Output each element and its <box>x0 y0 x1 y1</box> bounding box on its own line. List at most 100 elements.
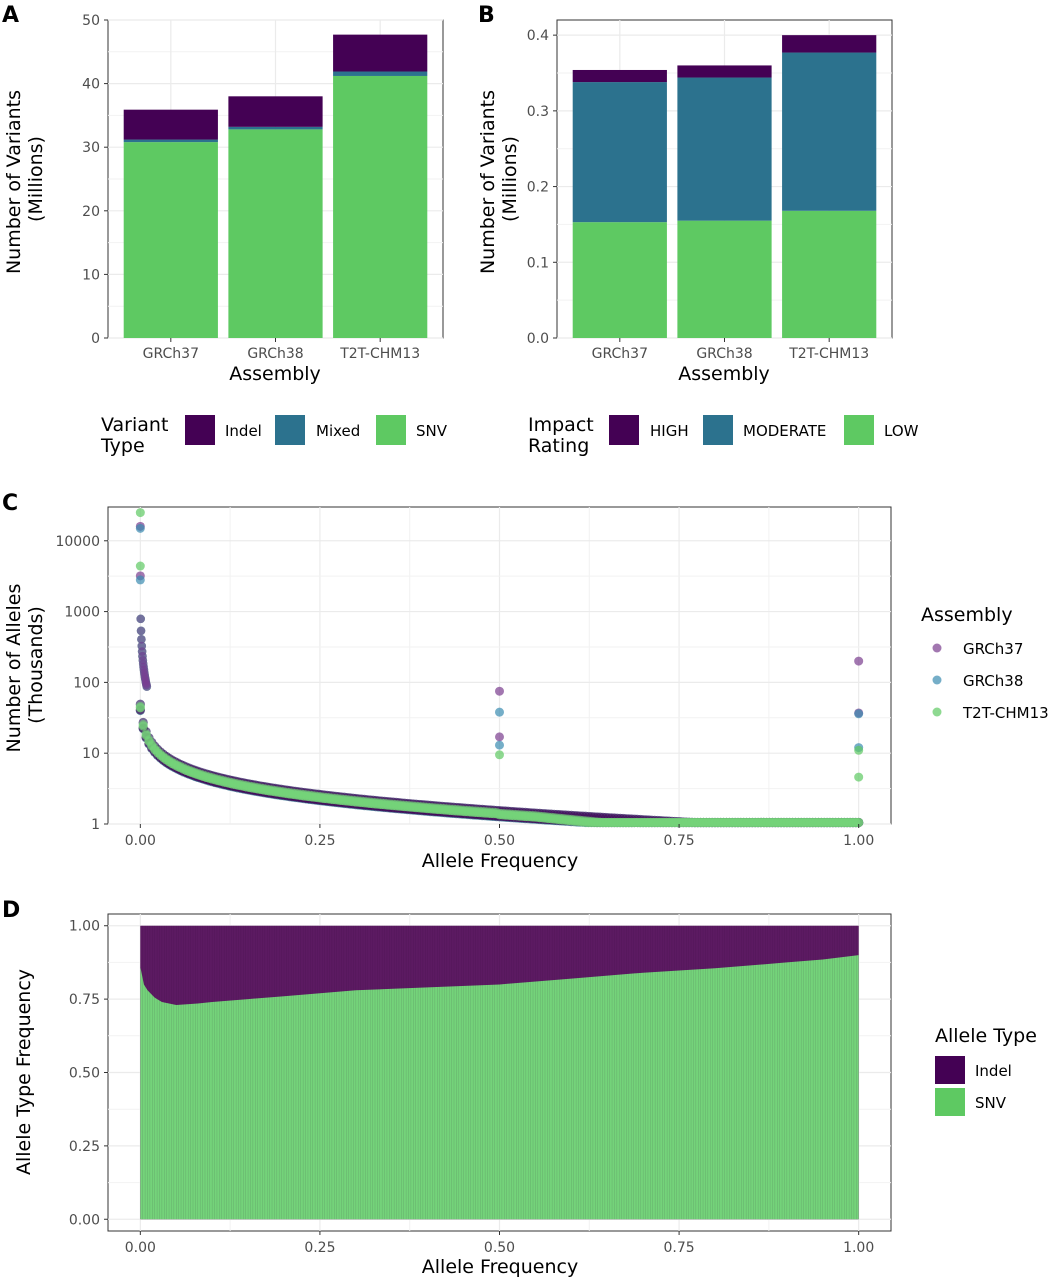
panel-b-legend-label-low: LOW <box>884 422 919 440</box>
panel-d-legend-label-indel: Indel <box>975 1062 1012 1080</box>
panel-b-legend-label-moderate: MODERATE <box>743 422 826 440</box>
y-tick-label: 0.0 <box>527 331 549 347</box>
scatter-point-t2t-chm13 <box>495 750 504 760</box>
y-tick-label: 10 <box>82 267 100 283</box>
panel-c-legend-title: Assembly <box>921 604 1013 626</box>
scatter-point-grch37 <box>854 656 864 666</box>
y-tick-label: 100 <box>73 675 100 691</box>
x-tick-label: 0.75 <box>664 1240 695 1256</box>
scatter-point-t2t-chm13 <box>854 817 864 828</box>
y-tick-label: 0 <box>91 331 100 347</box>
panel-a-legend-swatch-indel <box>185 415 215 445</box>
scatter-point-grch37 <box>136 626 146 636</box>
bar-mixed-grch38 <box>228 126 323 130</box>
y-tick-label: 20 <box>82 204 100 220</box>
panel-b-legend-title: Impact Rating <box>528 414 600 457</box>
x-tick-label: 1.00 <box>843 1240 874 1256</box>
scatter-point-grch38 <box>135 523 145 533</box>
scatter-point-t2t-chm13 <box>854 745 864 755</box>
bar-moderate-grch37 <box>572 82 667 223</box>
x-tick-label: GRCh37 <box>143 346 199 362</box>
y-tick-label: 0.00 <box>69 1212 100 1228</box>
y-tick-label: 10 <box>82 746 100 762</box>
panel-c-y-axis-title: Number of Alleles (Thousands) <box>3 578 47 753</box>
y-tick-label: 0.4 <box>527 28 549 44</box>
panel-c-legend-label-grch38: GRCh38 <box>963 672 1023 690</box>
bar-mixed-grch37 <box>123 139 218 143</box>
scatter-point-grch38 <box>495 740 504 750</box>
panel-d-legend-title: Allele Type <box>935 1025 1037 1047</box>
x-tick-label: T2T-CHM13 <box>788 346 869 362</box>
y-tick-label: 1.00 <box>69 919 100 935</box>
y-tick-label: 50 <box>82 13 100 29</box>
scatter-point-t2t-chm13 <box>138 719 148 730</box>
scatter-point-grch37 <box>136 614 145 624</box>
scatter-band-t2t-chm13 <box>135 701 864 828</box>
x-tick-label: GRCh37 <box>592 346 648 362</box>
scatter-point-t2t-chm13 <box>854 772 864 782</box>
x-tick-label: 1.00 <box>843 833 874 849</box>
bar-mixed-t2t-chm13 <box>333 71 428 76</box>
y-tick-label: 0.3 <box>527 104 549 120</box>
panel-a-legend-label-indel: Indel <box>225 422 262 440</box>
bar-snv-grch37 <box>123 142 218 338</box>
bar-snv-t2t-chm13 <box>333 75 428 338</box>
x-tick-label: 0.25 <box>304 833 335 849</box>
panel-a-legend-title: Variant Type <box>100 414 174 457</box>
panel-d-chart: 0.00 0.25 0.50 0.75 1.00 0.00 0.25 0.50 0.75 1.0… <box>13 913 1037 1278</box>
scatter-point-grch38 <box>135 575 145 585</box>
scatter-point-grch37 <box>137 635 146 644</box>
area-snv <box>140 955 859 1220</box>
y-tick-label: 30 <box>82 140 100 156</box>
x-tick-label: 0.00 <box>125 1240 156 1256</box>
bar-high-grch37 <box>572 69 667 83</box>
panel-c-x-axis-title: Allele Frequency <box>422 850 578 872</box>
scatter-point-grch37 <box>495 732 504 742</box>
y-tick-label: 0.50 <box>69 1066 100 1082</box>
y-tick-label: 40 <box>82 77 100 93</box>
bar-indel-grch37 <box>123 109 218 140</box>
bar-low-grch37 <box>572 222 667 338</box>
panel-c-legend-label-t2t-chm13: T2T-CHM13 <box>962 704 1049 722</box>
panel-c-legend-point-grch37 <box>932 643 942 653</box>
scatter-point-grch38 <box>495 707 504 717</box>
y-tick-label: 0.25 <box>69 1139 100 1155</box>
panel-c-legend-point-t2t-chm13 <box>932 707 942 717</box>
bar-indel-t2t-chm13 <box>333 34 428 72</box>
panel-d-legend-swatch-indel <box>935 1056 965 1084</box>
bar-high-t2t-chm13 <box>782 35 877 53</box>
panel-c-chart: 1 10 100 1000 10000 0.00 0.25 0.50 0.75 1.00 All… <box>3 506 1049 872</box>
panel-d-x-axis-title: Allele Frequency <box>422 1256 578 1278</box>
panel-a-legend-swatch-mixed <box>275 415 305 445</box>
scatter-point-grch37 <box>495 686 504 696</box>
y-tick-label: 1000 <box>64 605 100 621</box>
bar-low-grch38 <box>677 220 772 338</box>
bar-low-t2t-chm13 <box>782 210 877 338</box>
panel-c-legend: Assembly GRCh37 GRCh38 T2T-CHM13 <box>921 604 1049 722</box>
x-tick-label: 0.25 <box>304 1240 335 1256</box>
y-tick-label: 10000 <box>55 534 100 550</box>
panel-c-legend-point-grch38 <box>932 675 942 685</box>
bar-moderate-grch38 <box>677 77 772 221</box>
scatter-point-grch37 <box>142 682 152 691</box>
panel-a-y-axis-title: Number of Variants (Millions) <box>3 84 47 274</box>
bar-moderate-t2t-chm13 <box>782 52 877 211</box>
panel-a-legend-label-snv: SNV <box>416 422 448 440</box>
panel-b-legend-label-high: HIGH <box>650 422 689 440</box>
panel-a-legend-swatch-snv <box>376 415 406 445</box>
panel-a-x-axis-title: Assembly <box>229 363 321 385</box>
x-tick-label: 0.50 <box>484 833 515 849</box>
x-tick-label: 0.00 <box>125 833 156 849</box>
x-tick-label: 0.75 <box>664 833 695 849</box>
panel-d-y-axis-title: Allele Type Frequency <box>13 969 35 1175</box>
x-tick-label: T2T-CHM13 <box>339 346 420 362</box>
panel-d-legend-swatch-snv <box>935 1088 965 1116</box>
scatter-point-grch38 <box>854 709 864 719</box>
panel-letter-d: D <box>2 898 20 923</box>
panel-a-legend-label-mixed: Mixed <box>316 422 360 440</box>
panel-b-legend-swatch-low <box>844 415 874 445</box>
y-tick-label: 0.2 <box>527 180 549 196</box>
x-tick-label: GRCh38 <box>696 346 752 362</box>
panel-c-legend-label-grch37: GRCh37 <box>963 640 1023 658</box>
